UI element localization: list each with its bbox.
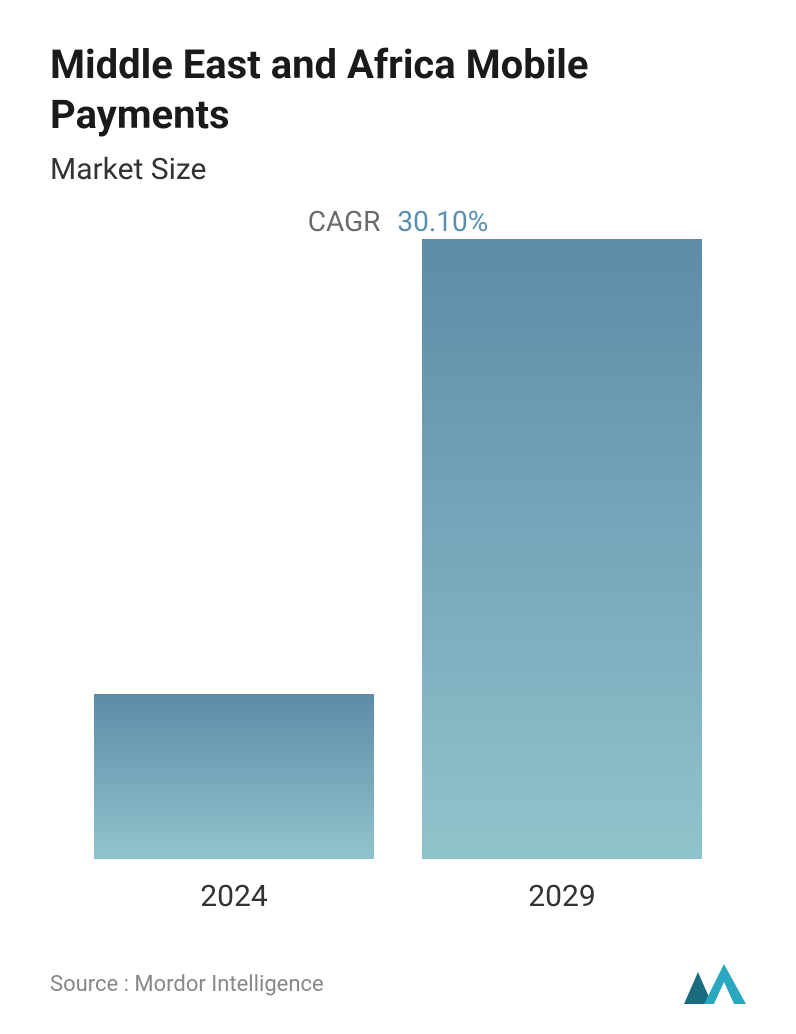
cagr-label: CAGR <box>308 205 381 238</box>
bar-group-1: 2029 <box>422 239 702 914</box>
mordor-logo-icon <box>684 964 746 1004</box>
chart-title: Middle East and Africa Mobile Payments <box>50 40 746 140</box>
chart-area: 2024 2029 <box>50 258 746 914</box>
cagr-row: CAGR 30.10% <box>50 205 746 238</box>
bar-group-0: 2024 <box>94 694 374 914</box>
footer: Source : Mordor Intelligence <box>50 934 746 1004</box>
cagr-value: 30.10% <box>397 205 488 238</box>
chart-subtitle: Market Size <box>50 152 746 187</box>
bar-0 <box>94 694 374 859</box>
bar-1 <box>422 239 702 859</box>
chart-container: Middle East and Africa Mobile Payments M… <box>0 0 796 1034</box>
bar-label-0: 2024 <box>200 879 267 914</box>
source-text: Source : Mordor Intelligence <box>50 972 324 997</box>
bar-label-1: 2029 <box>528 879 595 914</box>
